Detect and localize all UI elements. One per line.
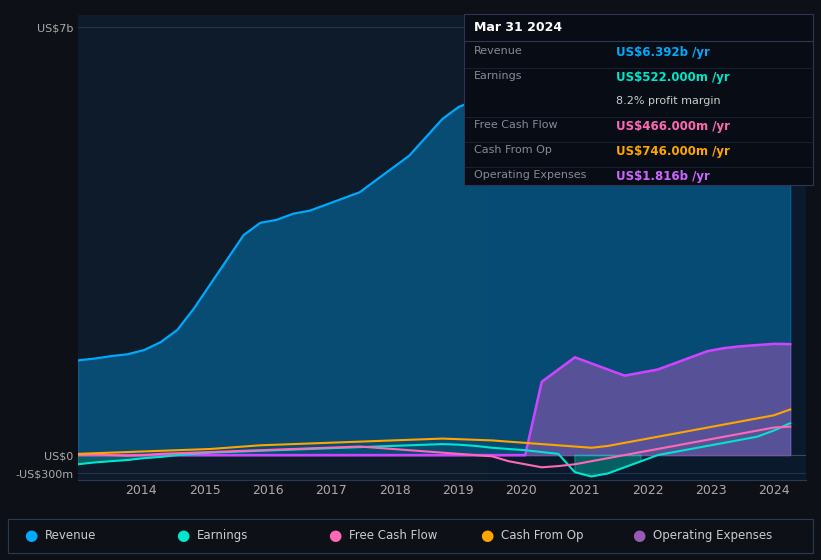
Text: ●: ● xyxy=(25,529,38,543)
Text: US$522.000m /yr: US$522.000m /yr xyxy=(616,71,730,84)
Text: Free Cash Flow: Free Cash Flow xyxy=(349,529,438,543)
Text: Revenue: Revenue xyxy=(45,529,97,543)
Text: Operating Expenses: Operating Expenses xyxy=(474,170,586,180)
Text: Free Cash Flow: Free Cash Flow xyxy=(474,120,557,130)
Text: Revenue: Revenue xyxy=(474,46,522,57)
Text: Operating Expenses: Operating Expenses xyxy=(653,529,772,543)
Text: US$466.000m /yr: US$466.000m /yr xyxy=(616,120,730,133)
Text: 8.2% profit margin: 8.2% profit margin xyxy=(616,96,720,106)
Text: US$1.816b /yr: US$1.816b /yr xyxy=(616,170,709,183)
Bar xyxy=(489,15,806,479)
Text: ●: ● xyxy=(177,529,190,543)
Text: Mar 31 2024: Mar 31 2024 xyxy=(474,21,562,34)
Text: US$746.000m /yr: US$746.000m /yr xyxy=(616,145,730,158)
Text: Earnings: Earnings xyxy=(197,529,249,543)
Text: Cash From Op: Cash From Op xyxy=(501,529,583,543)
Text: Earnings: Earnings xyxy=(474,71,522,81)
Text: ●: ● xyxy=(480,529,493,543)
Text: ●: ● xyxy=(328,529,342,543)
Text: Cash From Op: Cash From Op xyxy=(474,145,552,155)
Text: ●: ● xyxy=(632,529,645,543)
Text: US$6.392b /yr: US$6.392b /yr xyxy=(616,46,709,59)
